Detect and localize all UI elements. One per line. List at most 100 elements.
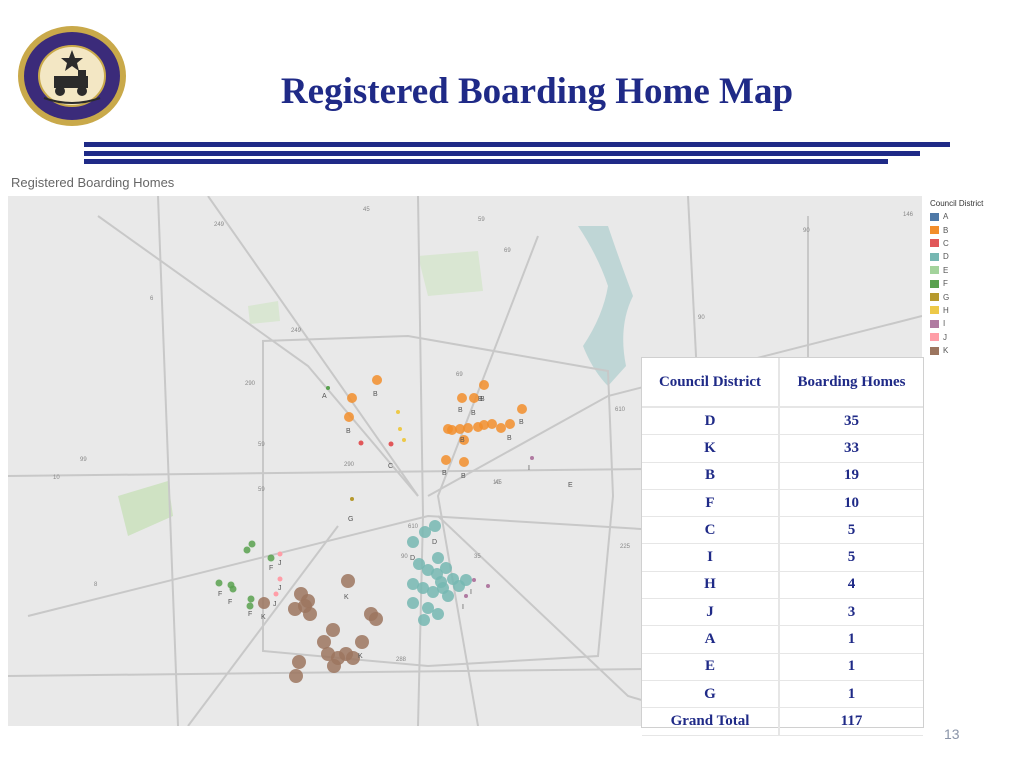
legend-swatch [930,212,939,221]
point-label: D [432,539,437,546]
point-d [418,614,430,626]
legend-item[interactable]: J [930,331,1022,344]
point-label: K [358,653,363,660]
lake-area [578,226,633,386]
legend-item[interactable]: A [930,210,1022,223]
point-b [469,393,479,403]
homes-cell: 1 [779,653,923,681]
title-rule-2 [84,151,920,156]
point-label: F [248,611,252,618]
point-c [388,441,394,447]
homes-cell: 5 [779,543,923,572]
point-label: G [348,516,353,523]
point-label: I [462,604,464,611]
point-j [273,591,279,597]
point-d [419,526,431,538]
grand-total-row: Grand Total 117 [642,707,923,736]
legend-swatch [930,279,939,288]
point-k [369,612,383,626]
legend-items: A B C D E F G H I J K [930,210,1022,357]
point-f [243,546,251,554]
point-label: B [442,470,447,477]
table-row: F 10 [642,489,923,518]
legend-item[interactable]: I [930,317,1022,330]
boarding-homes-table: Council District Boarding Homes D 35 K 33 … [641,357,924,736]
legend-label: I [943,319,946,329]
homes-cell: 1 [779,680,923,709]
highway-label: 69 [456,372,463,378]
point-label: J [278,585,282,592]
point-label: J [273,601,277,608]
point-label: J [278,560,282,567]
legend-swatch [930,346,939,355]
point-d [427,586,439,598]
point-d [413,558,425,570]
district-cell: D [642,407,780,436]
point-k [303,607,317,621]
column-header-homes: Boarding Homes [779,358,923,408]
district-f-points [215,540,275,610]
highway-label: 69 [504,248,511,254]
legend-label: H [943,305,949,315]
legend-item[interactable]: H [930,304,1022,317]
point-label: A [322,393,327,400]
point-label: B [461,473,466,480]
point-b [487,419,497,429]
title-rule-1 [84,142,950,147]
point-label: B [460,437,465,444]
point-j [277,551,283,557]
highway-label: 90 [698,315,705,321]
park-area [418,251,483,296]
point-label: B [519,419,524,426]
legend-item[interactable]: G [930,290,1022,303]
legend-swatch [930,293,939,302]
grand-total-value: 117 [779,707,923,736]
point-k [327,659,341,673]
legend-swatch [930,266,939,275]
homes-cell: 35 [779,407,923,436]
highway-label: 10 [493,480,500,486]
legend-item[interactable]: F [930,277,1022,290]
highway-label-group: 249 45 69 59 90 146 6 249 290 290 99 59 … [53,207,914,663]
point-a [326,386,330,390]
point-i [530,456,534,460]
legend-label: D [943,252,949,262]
highway-label: 288 [396,657,407,663]
point-label: D [410,555,415,562]
point-label: K [344,594,349,601]
point-f [267,554,275,562]
highway-label: 249 [214,222,225,228]
point-f [229,585,237,593]
point-d [407,536,419,548]
point-f [246,602,254,610]
point-label-group: A B B B B B B B B B B B C D D E F F F F … [218,391,573,660]
highway-label: 45 [363,207,370,213]
point-d [440,562,452,574]
point-d [407,578,419,590]
legend-label: F [943,279,948,289]
legend-item[interactable]: K [930,344,1022,357]
map-legend: Council District A B C D E F G H I J K [930,199,1022,357]
page-number: 13 [944,726,960,742]
legend-item[interactable]: D [930,250,1022,263]
point-label: B [480,396,485,403]
point-label: B [478,396,483,403]
legend-item[interactable]: E [930,264,1022,277]
city-of-houston-seal [18,26,126,126]
point-b [505,419,515,429]
map-caption: Registered Boarding Homes [11,175,175,190]
page-title: Registered Boarding Home Map [280,71,794,112]
district-cell: C [642,516,780,545]
point-h [402,438,406,442]
district-cell: G [642,680,780,709]
point-b [457,393,467,403]
point-k [258,597,270,609]
district-b-points [344,375,527,467]
point-f [215,579,223,587]
legend-item[interactable]: B [930,223,1022,236]
point-label: F [218,591,222,598]
point-k [301,594,315,608]
legend-item[interactable]: C [930,237,1022,250]
highway-label: 290 [344,462,355,468]
